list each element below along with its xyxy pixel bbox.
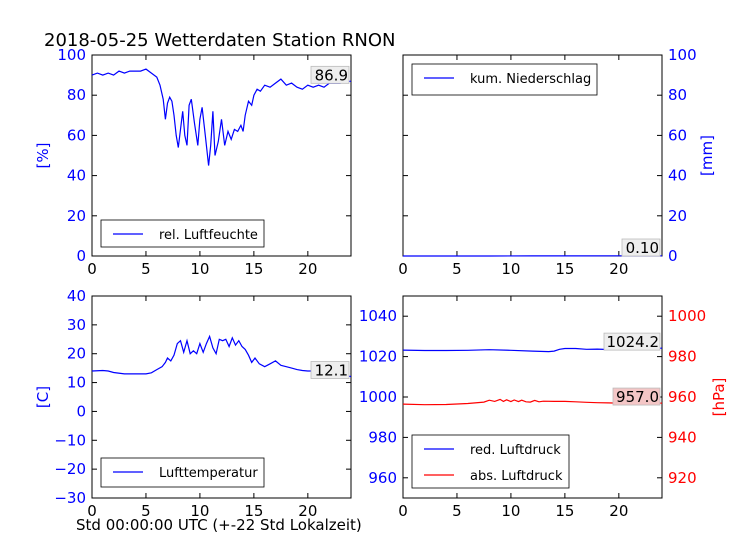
x-tick-label: 15 <box>555 502 574 520</box>
y-tick-label: 100 <box>668 46 697 64</box>
y-tick-label: 80 <box>67 86 86 104</box>
y-tick-label: 40 <box>668 167 687 185</box>
series-line-1 <box>91 68 352 166</box>
y-axis-label-right: [hPa] <box>710 378 728 417</box>
x-tick-label: 20 <box>298 502 317 520</box>
x-tick-label: 0 <box>398 502 408 520</box>
y-tick-label: 100 <box>57 46 86 64</box>
y-axis-label: [C] <box>34 386 52 408</box>
legend: kum. Niederschlag <box>411 63 598 96</box>
legend: rel. Luftfeuchte <box>100 219 265 248</box>
x-tick-label: 20 <box>609 260 628 278</box>
y-tick-label: 40 <box>67 167 86 185</box>
chart-panel-1: 0 5 10 15 20 0 20 40 60 80 100 [%] 86.9 rel. Luftfeuc… <box>34 46 352 278</box>
last-value-label: 0.10 <box>626 239 659 257</box>
legend-label: Lufttemperatur <box>159 466 258 481</box>
y-tick-label-right: 1000 <box>668 307 706 325</box>
y-tick-label: 960 <box>368 469 397 487</box>
series-line-1 <box>91 334 352 378</box>
legend: Lufttemperatur <box>100 457 265 488</box>
y-tick-label: 20 <box>67 207 86 225</box>
x-tick-label: 15 <box>555 260 574 278</box>
x-tick-label: 5 <box>452 260 462 278</box>
y-tick-label: −10 <box>54 431 86 449</box>
x-tick-label: 15 <box>244 260 263 278</box>
y-tick-label: 40 <box>67 287 86 305</box>
x-tick-label: 5 <box>141 502 151 520</box>
y-tick-label-right: 980 <box>668 348 697 366</box>
legend-label: red. Luftdruck <box>470 443 561 458</box>
last-value-label: 86.9 <box>315 66 348 84</box>
x-axis-caption: Std 00:00:00 UTC (+-22 Std Lokalzeit) <box>76 516 362 534</box>
x-tick-label: 5 <box>452 502 462 520</box>
y-axis-label: [mm] <box>698 135 716 176</box>
x-tick-label: 0 <box>87 502 97 520</box>
y-tick-label: −20 <box>54 460 86 478</box>
y-tick-label: 1040 <box>359 307 397 325</box>
x-tick-label: 10 <box>190 260 209 278</box>
last-value-label: 957.0 <box>616 388 659 406</box>
plot-frame <box>91 54 352 257</box>
y-tick-label: 60 <box>668 126 687 144</box>
y-tick-label: 20 <box>668 207 687 225</box>
y-tick-label: 0 <box>76 402 86 420</box>
legend: red. Luftdruck abs. Luftdruck <box>411 434 570 489</box>
plot-frame <box>91 295 352 499</box>
y-tick-label-right: 960 <box>668 388 697 406</box>
y-tick-label: 60 <box>67 126 86 144</box>
legend-label: abs. Luftdruck <box>470 469 563 484</box>
y-axis-label: [%] <box>34 143 52 169</box>
y-tick-label: 10 <box>67 374 86 392</box>
chart-panel-4: 0 5 10 15 20 960 980 1000 1020 1040 920 940 960 980 10… <box>359 295 728 520</box>
value-label-box <box>603 332 661 351</box>
chart-panel-3: 0 5 10 15 20 −30 −20 −10 0 10 20 30 40 [C] 12.1 Lufttem… <box>34 287 352 520</box>
x-tick-label: 20 <box>609 502 628 520</box>
x-tick-label: 10 <box>190 502 209 520</box>
value-label-box <box>621 238 661 257</box>
x-tick-label: 0 <box>87 260 97 278</box>
value-label-box <box>612 387 661 406</box>
legend-label: rel. Luftfeuchte <box>159 228 258 243</box>
legend-box <box>411 63 598 96</box>
y-tick-label-right: 920 <box>668 469 697 487</box>
figure-title: 2018-05-25 Wetterdaten Station RNON <box>44 30 396 51</box>
y-tick-label: 1020 <box>359 348 397 366</box>
y-tick-label: 980 <box>368 428 397 446</box>
value-label-box <box>310 65 350 84</box>
y-tick-label: 0 <box>668 247 678 265</box>
x-tick-label: 15 <box>244 502 263 520</box>
legend-label: kum. Niederschlag <box>470 72 591 87</box>
x-tick-label: 5 <box>141 260 151 278</box>
y-tick-label: 30 <box>67 316 86 334</box>
x-tick-label: 20 <box>298 260 317 278</box>
x-tick-label: 0 <box>398 260 408 278</box>
x-tick-label: 10 <box>501 260 520 278</box>
last-value-label: 12.1 <box>315 362 348 380</box>
last-value-label: 1024.2 <box>607 333 660 351</box>
series-line-2 <box>402 398 662 406</box>
value-label-box <box>310 361 350 379</box>
y-tick-label-right: 940 <box>668 428 697 446</box>
legend-box <box>411 434 570 489</box>
y-tick-label: 1000 <box>359 388 397 406</box>
y-tick-label: 20 <box>67 345 86 363</box>
y-tick-label: 0 <box>76 247 86 265</box>
y-tick-label: −30 <box>54 489 86 507</box>
chart-panel-2: 0 5 10 15 20 0 20 40 60 80 100 [mm] 0.10 kum. Nieders… <box>398 46 716 278</box>
y-tick-label: 80 <box>668 86 687 104</box>
x-tick-label: 10 <box>501 502 520 520</box>
